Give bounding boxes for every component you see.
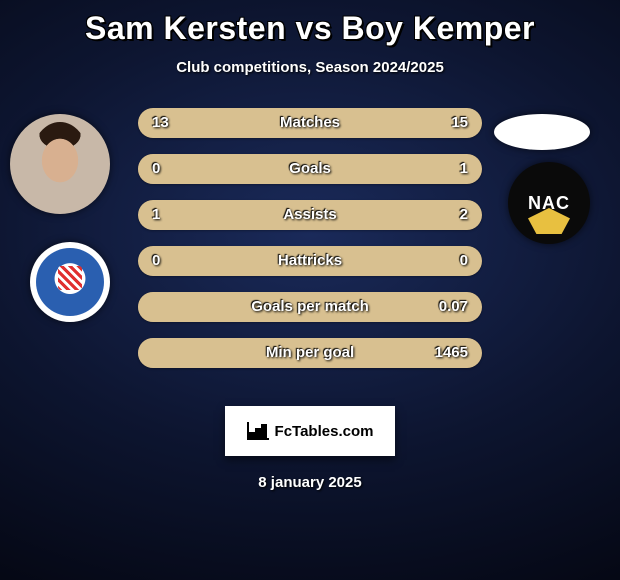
page-title: Sam Kersten vs Boy Kemper <box>0 10 620 47</box>
stat-row: 1465Min per goal <box>138 338 482 368</box>
date-label: 8 january 2025 <box>0 474 620 491</box>
player2-club-badge: NAC <box>508 162 590 244</box>
player2-club-text: NAC <box>528 193 570 214</box>
subtitle: Club competitions, Season 2024/2025 <box>0 59 620 76</box>
player2-avatar <box>494 114 590 150</box>
stat-bars: 1315Matches 01Goals 12Assists 00Hattricks 0.… <box>138 108 482 384</box>
player1-avatar <box>10 114 110 214</box>
infographic: Sam Kersten vs Boy Kemper Club competiti… <box>0 0 620 580</box>
site-badge: FcTables.com <box>225 406 395 456</box>
stat-row: 00Hattricks <box>138 246 482 276</box>
site-name: FcTables.com <box>275 423 374 440</box>
stat-label: Goals <box>138 154 482 184</box>
stat-row: 1315Matches <box>138 108 482 138</box>
stat-row: 01Goals <box>138 154 482 184</box>
stat-row: 0.07Goals per match <box>138 292 482 322</box>
stat-label: Assists <box>138 200 482 230</box>
player1-club-badge <box>30 242 110 322</box>
stat-label: Matches <box>138 108 482 138</box>
stat-row: 12Assists <box>138 200 482 230</box>
stat-label: Min per goal <box>138 338 482 368</box>
site-logo-icon <box>247 422 269 440</box>
stat-label: Hattricks <box>138 246 482 276</box>
stat-label: Goals per match <box>138 292 482 322</box>
comparison-area: NAC 1315Matches01Goals12Assists00Hattric… <box>0 114 620 394</box>
